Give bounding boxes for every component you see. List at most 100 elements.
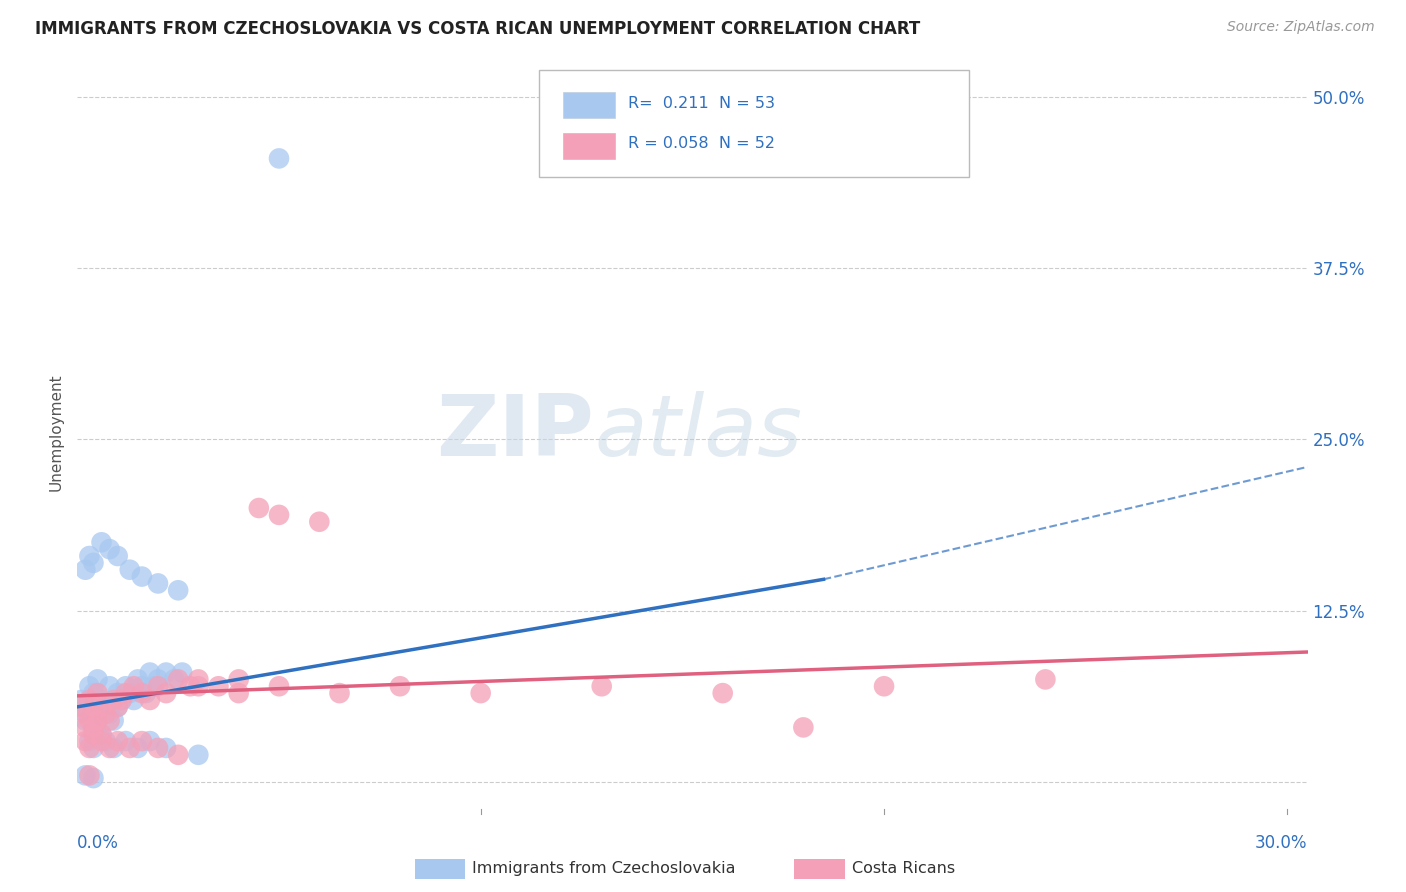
Point: [98, 542, 121, 557]
Point: [75, 720, 97, 734]
Point: [82, 686, 104, 700]
Point: [94, 706, 117, 721]
Point: [167, 583, 190, 598]
Point: [328, 686, 350, 700]
Point: [79, 768, 101, 782]
Text: Costa Ricans: Costa Ricans: [852, 862, 955, 876]
Point: [70, 699, 93, 714]
Point: [118, 741, 141, 756]
Point: [146, 741, 169, 756]
Point: [103, 741, 125, 756]
Point: [1035, 673, 1057, 687]
Point: [228, 673, 250, 687]
Point: [75, 563, 97, 577]
Point: [98, 714, 121, 728]
Point: [107, 734, 129, 748]
Text: IMMIGRANTS FROM CZECHOSLOVAKIA VS COSTA RICAN UNEMPLOYMENT CORRELATION CHART: IMMIGRANTS FROM CZECHOSLOVAKIA VS COSTA …: [35, 20, 921, 37]
Point: [792, 720, 814, 734]
Point: [267, 679, 290, 693]
Point: [139, 665, 162, 680]
Text: Source: ZipAtlas.com: Source: ZipAtlas.com: [1227, 20, 1375, 34]
Point: [228, 686, 250, 700]
Point: [103, 693, 125, 707]
Point: [207, 679, 229, 693]
Point: [82, 720, 104, 734]
Point: [308, 515, 330, 529]
Point: [122, 679, 145, 693]
Point: [122, 693, 145, 707]
Point: [267, 152, 290, 166]
Point: [90, 535, 112, 549]
Text: Immigrants from Czechoslovakia: Immigrants from Czechoslovakia: [472, 862, 735, 876]
Point: [187, 679, 209, 693]
Point: [167, 747, 190, 762]
Point: [98, 679, 121, 693]
Point: [86, 673, 108, 687]
Text: R = 0.058  N = 52: R = 0.058 N = 52: [628, 136, 776, 152]
Point: [155, 665, 177, 680]
Point: [131, 679, 153, 693]
Point: [86, 727, 108, 741]
Point: [131, 569, 153, 583]
Point: [111, 693, 134, 707]
Point: [90, 693, 112, 707]
Point: [172, 665, 194, 680]
Point: [90, 734, 112, 748]
FancyBboxPatch shape: [564, 92, 614, 118]
Text: 30.0%: 30.0%: [1256, 834, 1308, 852]
Point: [98, 741, 121, 756]
Point: [90, 727, 112, 741]
Point: [70, 693, 93, 707]
Point: [94, 699, 117, 714]
Point: [267, 508, 290, 522]
Point: [107, 699, 129, 714]
Point: [82, 771, 104, 785]
Point: [82, 741, 104, 756]
Point: [114, 686, 136, 700]
Point: [79, 693, 101, 707]
Point: [711, 686, 734, 700]
Point: [139, 734, 162, 748]
Point: [79, 549, 101, 563]
Point: [389, 679, 412, 693]
Point: [75, 734, 97, 748]
Point: [107, 686, 129, 700]
Point: [107, 699, 129, 714]
Point: [143, 679, 166, 693]
Point: [75, 714, 97, 728]
Point: [873, 679, 896, 693]
Point: [75, 706, 97, 721]
Point: [94, 734, 117, 748]
Point: [247, 501, 270, 516]
Point: [86, 706, 108, 721]
Point: [79, 714, 101, 728]
Point: [146, 679, 169, 693]
Point: [118, 563, 141, 577]
Point: [470, 686, 492, 700]
Point: [75, 768, 97, 782]
Y-axis label: Unemployment: Unemployment: [48, 374, 63, 491]
Point: [131, 734, 153, 748]
Point: [82, 727, 104, 741]
Text: R=  0.211  N = 53: R= 0.211 N = 53: [628, 95, 776, 111]
Point: [167, 673, 190, 687]
Point: [79, 734, 101, 748]
Point: [127, 741, 149, 756]
Point: [79, 679, 101, 693]
FancyBboxPatch shape: [538, 70, 969, 178]
Point: [98, 706, 121, 721]
Point: [111, 693, 134, 707]
Text: 0.0%: 0.0%: [77, 834, 120, 852]
Point: [79, 741, 101, 756]
Point: [86, 714, 108, 728]
Point: [82, 556, 104, 570]
Point: [187, 673, 209, 687]
Point: [75, 699, 97, 714]
Point: [114, 679, 136, 693]
Point: [90, 727, 112, 741]
Text: ZIP: ZIP: [436, 391, 595, 475]
Point: [82, 699, 104, 714]
Point: [118, 686, 141, 700]
Point: [90, 699, 112, 714]
Point: [139, 693, 162, 707]
